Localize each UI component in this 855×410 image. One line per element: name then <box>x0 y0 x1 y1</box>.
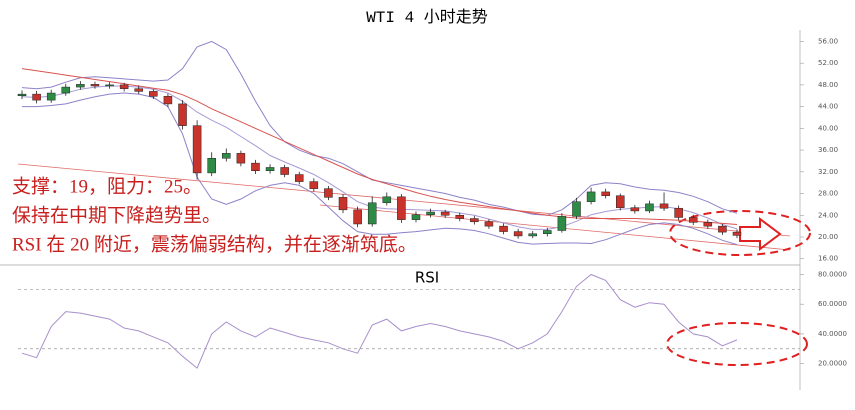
y-tick-label: 44.00 <box>818 103 838 111</box>
y-tick-label: 52.00 <box>818 59 838 67</box>
candle-body <box>455 215 465 219</box>
candle-body <box>470 218 479 223</box>
y-tick-label: 80.0000 <box>818 270 847 278</box>
y-tick-label: 40.0000 <box>818 330 847 338</box>
candle-body <box>616 195 625 208</box>
candle-body <box>645 203 654 212</box>
series-line <box>21 273 738 369</box>
highlight-ellipse <box>666 322 808 366</box>
annotation: RSI 在 20 附近，震荡偏弱结构，并在逐渐筑底。 <box>12 233 417 255</box>
series-line <box>21 85 738 230</box>
y-tick-label: 32.00 <box>818 168 838 176</box>
annotation: 支撑：19，阻力：25。 <box>12 175 202 197</box>
candle-body <box>557 216 567 231</box>
candle-body <box>732 231 742 236</box>
y-tick-label: 40.00 <box>818 124 838 132</box>
candle-body <box>61 86 71 94</box>
candle-body <box>499 225 508 232</box>
y-tick-label: 20.00 <box>818 233 838 241</box>
candle-body <box>309 181 319 189</box>
candle-body <box>367 202 377 225</box>
candle-body <box>601 191 610 196</box>
highlight-ellipse <box>669 210 811 256</box>
candle-body <box>149 91 158 97</box>
candle-body <box>440 211 450 216</box>
y-tick-label: 56.00 <box>818 37 838 45</box>
candle-body <box>280 167 289 175</box>
candle-body <box>543 230 552 235</box>
chart-title: WTI 4 小时走势 <box>366 8 488 27</box>
candle-body <box>688 217 698 223</box>
candle-body <box>222 153 231 159</box>
candle-body <box>674 207 683 218</box>
candle-body <box>353 209 362 225</box>
candle-body <box>294 174 304 182</box>
candle-body <box>586 191 596 202</box>
y-tick-label: 16.00 <box>818 255 838 263</box>
series-line <box>21 68 738 225</box>
y-tick-label: 20.0000 <box>818 360 847 368</box>
candle-body <box>528 233 537 237</box>
y-tick-label: 24.00 <box>818 211 838 219</box>
candle-body <box>90 84 100 87</box>
candle-body <box>134 88 143 92</box>
candle-body <box>46 92 56 101</box>
y-tick-label: 60.0000 <box>818 300 847 308</box>
candle-body <box>411 214 421 220</box>
candle-body <box>105 84 114 87</box>
candle-body <box>192 125 202 174</box>
candle-body <box>484 221 494 227</box>
candle-body <box>630 207 640 212</box>
candle-body <box>265 167 275 171</box>
series-line <box>22 92 738 246</box>
candle-body <box>718 225 727 233</box>
candle-body <box>76 84 85 88</box>
candle-body <box>513 231 523 237</box>
candle-body <box>426 211 435 215</box>
candle-body <box>703 222 713 227</box>
candle-body <box>207 157 216 174</box>
candle-body <box>236 153 246 164</box>
candle-body <box>32 93 41 101</box>
candle-body <box>324 188 333 198</box>
candle-body <box>163 96 173 105</box>
candle-body <box>178 103 187 126</box>
candle-body <box>572 201 581 217</box>
candle-body <box>119 84 129 89</box>
candle-body <box>251 162 260 171</box>
y-tick-label: 48.00 <box>818 81 838 89</box>
candle-body <box>382 196 392 204</box>
annotation: 保持在中期下降趋势里。 <box>12 204 221 226</box>
y-tick-label: 28.00 <box>818 190 838 198</box>
rsi-title: RSI <box>415 269 439 287</box>
candle-body <box>17 93 27 97</box>
candle-body <box>397 196 406 220</box>
y-tick-label: 36.00 <box>818 146 838 154</box>
candle-body <box>659 203 669 209</box>
candle-body <box>338 197 348 211</box>
arrow <box>739 217 782 251</box>
